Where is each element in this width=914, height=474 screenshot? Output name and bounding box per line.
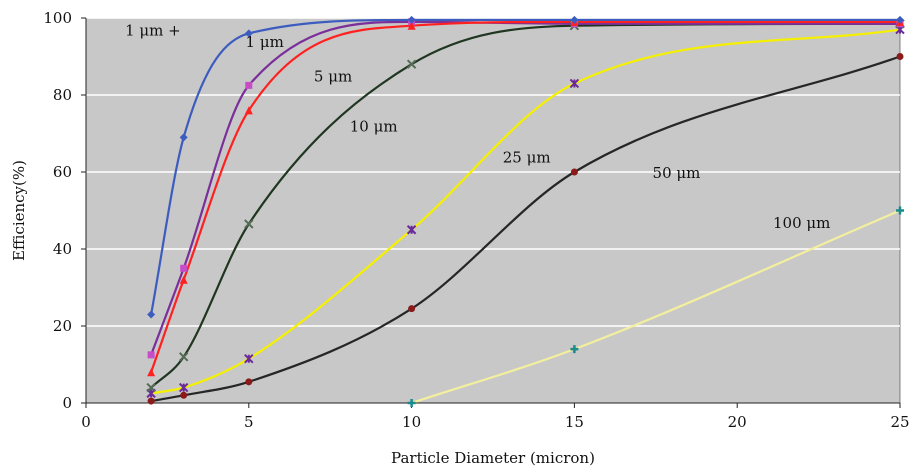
series-label-2: 5 μm [314,68,352,86]
data-point-1-2 [244,106,253,115]
series-label-3: 10 μm [350,118,398,136]
y-tick-label: 100 [43,9,72,27]
data-point-1-0 [147,368,156,377]
data-point-5-0 [147,397,155,405]
data-point-5-3 [408,305,416,313]
data-point-3-0 [146,382,156,393]
data-point-0-0 [147,310,156,319]
data-point-5-2 [245,378,253,386]
series-line-6 [411,209,901,405]
tick-labels: 0 5 10 15 20 25 0 20 40 60 80 100 [43,9,909,431]
series-label-6: 100 μm [773,214,830,232]
data-point-0-2 [244,29,253,38]
y-tick-label: 60 [53,163,72,181]
data-point-1-3 [407,21,416,30]
data-point-1-1 [179,275,188,284]
data-point-5-5 [896,53,904,60]
data-point-6-1 [570,345,579,354]
data-point-3-3 [406,59,417,69]
data-point-0-1 [179,133,188,142]
data-point-0-4 [570,15,579,24]
data-point-5-4 [570,168,578,176]
data-point-6-2 [896,206,904,215]
x-tick-label: 25 [890,413,909,431]
x-tick-label: 15 [565,413,584,431]
x-axis-title: Particle Diameter (micron) [391,449,595,467]
data-point-0-3 [407,15,416,24]
series-label-0: 1 μm + [125,21,181,39]
x-tick-label: 10 [402,413,421,431]
plot-area [85,17,901,404]
series-label-5: 50 μm [653,164,701,182]
y-tick-label: 0 [62,394,72,412]
series-label-1: 1 μm [246,33,284,51]
data-point-4-2 [244,354,254,364]
y-tick-label: 40 [53,240,72,258]
data-point-5-1 [180,391,188,399]
series-label-4: 25 μm [503,148,551,166]
data-point-2-1 [180,264,188,272]
series-line-1 [150,20,900,373]
data-point-4-1 [178,382,189,393]
data-point-0-5 [896,15,904,24]
x-tick-label: 5 [244,413,254,431]
series-markers [146,15,905,407]
data-point-4-4 [569,78,580,89]
data-point-4-3 [406,225,417,235]
data-point-6-0 [407,399,416,407]
series-line-0 [150,18,900,315]
x-tick-label: 0 [81,413,91,431]
data-point-3-2 [244,219,254,229]
data-point-2-2 [245,81,253,89]
series-labels: 1 μm + 1 μm 5 μm 10 μm 25 μm 50 μm 100 μm [125,21,830,232]
y-axis-title: Efficiency(%) [10,160,28,261]
y-tick-label: 80 [53,86,72,104]
data-point-3-1 [178,352,189,362]
data-point-2-0 [147,351,155,359]
x-tick-label: 20 [728,413,747,431]
y-tick-label: 20 [53,317,72,335]
series-line-2 [150,20,900,356]
